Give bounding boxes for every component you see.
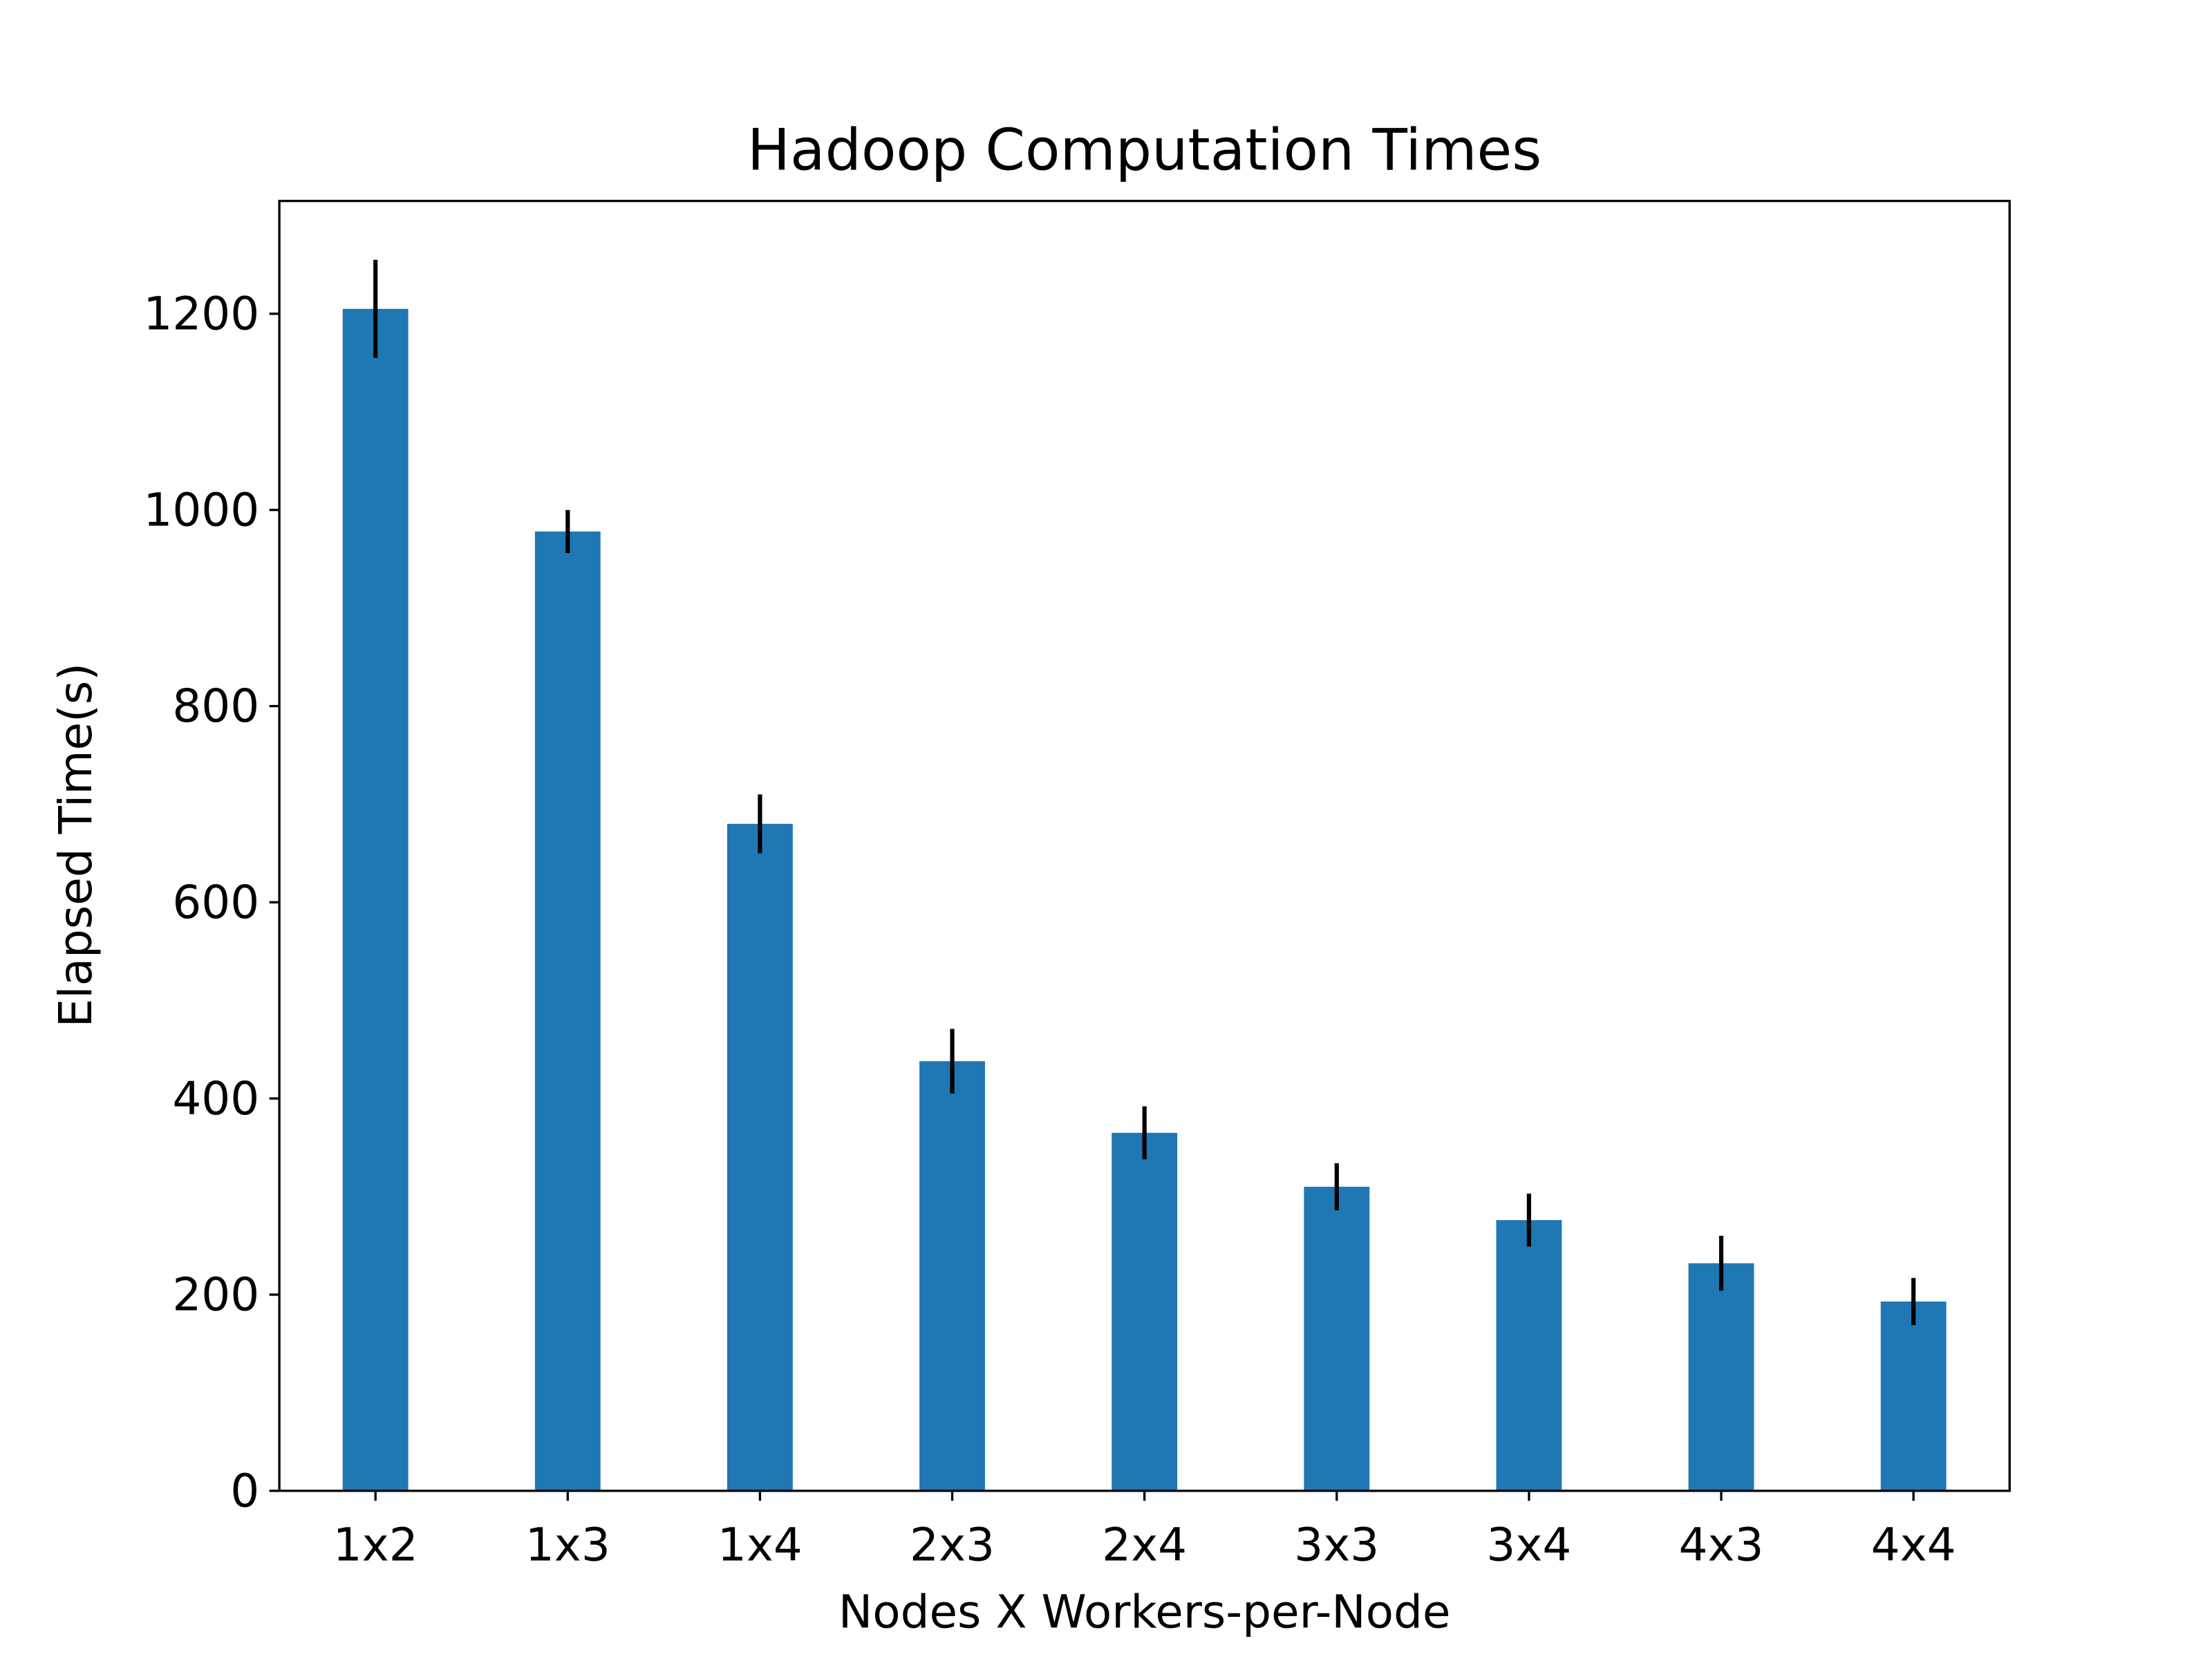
- y-tick-label-400: 400: [172, 1072, 259, 1125]
- y-tick-label-600: 600: [172, 876, 259, 929]
- y-tick-label-0: 0: [230, 1464, 259, 1517]
- y-tick-label-1000: 1000: [143, 483, 259, 536]
- x-tick-label-1x3: 1x3: [525, 1519, 610, 1572]
- bar-2x4: [1112, 1132, 1178, 1491]
- bars-group: [342, 308, 1947, 1491]
- y-axis-ticks: 0 200 400 600 800 1000 1200: [143, 288, 280, 1517]
- bar-4x3: [1688, 1263, 1754, 1491]
- chart-title: Hadoop Computation Times: [747, 117, 1541, 183]
- bar-3x3: [1304, 1186, 1370, 1491]
- x-tick-label-2x3: 2x3: [910, 1519, 995, 1572]
- bar-4x4: [1880, 1301, 1947, 1491]
- bar-1x3: [534, 531, 601, 1491]
- bar-1x4: [727, 823, 793, 1491]
- bar-1x2: [342, 308, 409, 1491]
- x-axis-label: Nodes X Workers-per-Node: [838, 1586, 1451, 1639]
- x-tick-label-2x4: 2x4: [1102, 1519, 1187, 1572]
- bar-2x3: [919, 1061, 985, 1491]
- y-tick-label-1200: 1200: [143, 288, 259, 341]
- x-tick-label-3x3: 3x3: [1294, 1519, 1379, 1572]
- x-tick-label-1x4: 1x4: [718, 1519, 803, 1572]
- y-tick-label-800: 800: [172, 679, 259, 733]
- x-tick-label-1x2: 1x2: [333, 1519, 418, 1572]
- x-tick-label-3x4: 3x4: [1486, 1519, 1571, 1572]
- plot-frame: [278, 200, 2011, 1492]
- y-axis-label: Elapsed Time(s): [49, 663, 102, 1027]
- bar-3x4: [1496, 1220, 1562, 1491]
- x-axis-ticks: 1x2 1x3 1x4 2x3 2x4 3x3 3x4 4x3 4x4: [333, 1490, 1956, 1572]
- y-tick-label-200: 200: [172, 1268, 259, 1322]
- x-tick-label-4x3: 4x3: [1679, 1519, 1764, 1572]
- error-bars-group: [373, 259, 1916, 1325]
- x-tick-label-4x4: 4x4: [1871, 1519, 1956, 1572]
